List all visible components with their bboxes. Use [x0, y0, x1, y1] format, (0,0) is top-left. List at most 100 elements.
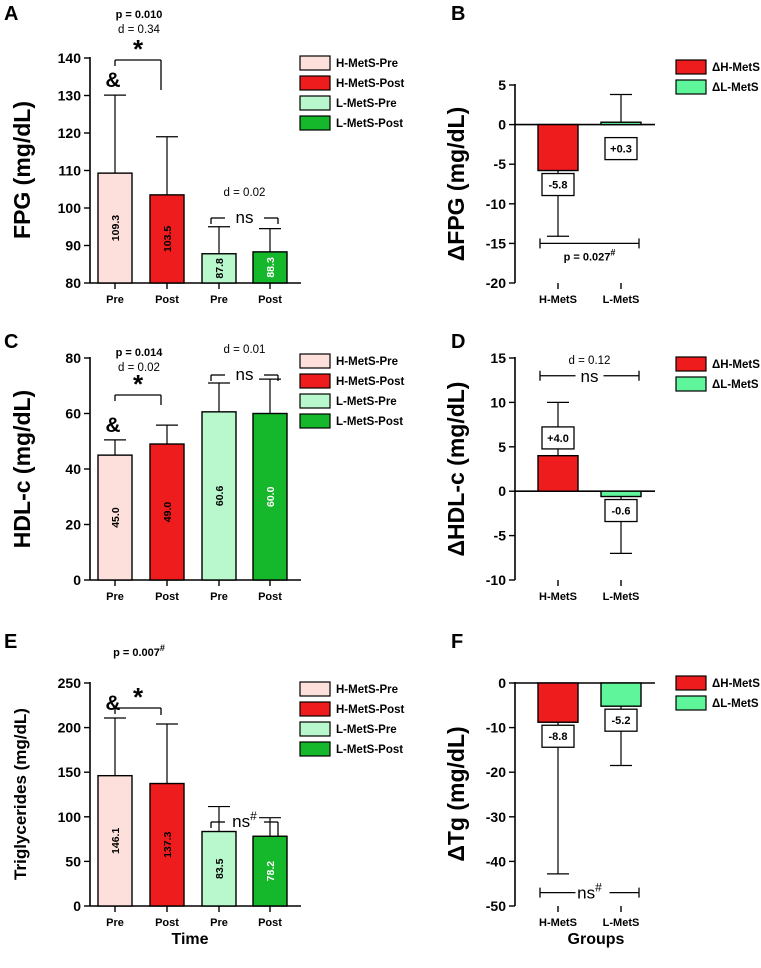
x-tick-label: Pre — [210, 294, 228, 306]
x-axis-title: Groups — [568, 931, 625, 948]
effect-size: d = 0.12 — [569, 355, 611, 367]
value-box — [541, 724, 575, 748]
ampersand-marker: & — [105, 69, 120, 92]
legend-swatch — [299, 701, 331, 717]
panel-letter: C — [4, 331, 18, 353]
panel-b: B ΔFPG (mg/dL) -20 -15 -10 -5 0 5 H-MetS L-MetS -5… — [443, 3, 760, 306]
y-tick-label: -50 — [486, 898, 506, 914]
value-box-label: +0.3 — [610, 144, 632, 156]
p-value: p = 0.007# — [113, 643, 165, 659]
bar-value-label: 87.8 — [214, 258, 226, 279]
legend-swatch — [299, 393, 331, 409]
x-tick-label: Post — [258, 591, 282, 603]
bar — [97, 454, 133, 581]
y-axis-label: ΔFPG (mg/dL) — [443, 107, 469, 262]
y-tick-label: 150 — [58, 764, 82, 780]
legend-label: H-MetS-Pre — [336, 684, 398, 696]
panel-c: C HDL-c (mg/dL) 0 20 40 60 80 Pre Post Pre Post 45.… — [4, 331, 405, 603]
legend-swatch — [299, 413, 331, 429]
legend-label: ΔH-MetS — [712, 62, 760, 74]
y-tick-label: 80 — [65, 275, 81, 291]
bar-value-label: 60.6 — [214, 486, 226, 507]
ns-superscript: # — [595, 881, 602, 895]
value-box — [604, 498, 638, 523]
y-axis-label: FPG (mg/dL) — [9, 101, 35, 239]
legend-swatch — [299, 741, 331, 757]
legend-swatch — [299, 373, 331, 389]
p-value: p = 0.027# — [564, 247, 616, 263]
legend-label: H-MetS-Pre — [336, 356, 398, 368]
legend-label: ΔL-MetS — [712, 82, 759, 94]
legend-label: L-MetS-Post — [336, 118, 403, 130]
ampersand-marker: & — [105, 692, 120, 715]
y-tick-label: -30 — [486, 809, 506, 825]
y-tick-label: 10 — [490, 394, 506, 410]
x-tick-label: Post — [155, 917, 179, 929]
bar-value-label: 45.0 — [110, 507, 122, 528]
legend-swatch — [675, 79, 707, 95]
bar-value-label: 137.3 — [162, 831, 174, 857]
y-tick-label: 5 — [498, 77, 506, 93]
bar — [600, 121, 642, 126]
x-tick-label: Pre — [106, 591, 124, 603]
value-box-label: -8.8 — [549, 731, 568, 743]
legend-label: L-MetS-Pre — [336, 396, 397, 408]
effect-size-right: d = 0.02 — [224, 187, 266, 199]
bar — [537, 454, 579, 492]
y-tick-label: 100 — [58, 200, 82, 216]
legend-label: ΔH-MetS — [712, 678, 760, 690]
y-tick-label: -15 — [486, 235, 506, 251]
y-tick-label: 5 — [498, 439, 506, 455]
legend-label: ΔL-MetS — [712, 698, 759, 710]
legend-swatch — [675, 376, 707, 392]
y-tick-label: 0 — [73, 898, 81, 914]
effect-size-right: d = 0.01 — [224, 344, 266, 356]
y-tick-label: 40 — [65, 461, 81, 477]
bar-value-label: 78.2 — [265, 861, 277, 882]
panel-letter: F — [451, 631, 463, 653]
bar — [97, 172, 133, 284]
bar — [252, 251, 288, 284]
y-tick-label: 0 — [498, 483, 506, 499]
significance-star: * — [133, 369, 144, 399]
legend-swatch — [299, 721, 331, 737]
y-axis-label: HDL-c (mg/dL) — [9, 390, 35, 548]
bar-value-label: 83.5 — [214, 858, 226, 879]
y-tick-label: 100 — [58, 809, 82, 825]
value-box — [541, 172, 575, 197]
value-box-label: -5.2 — [612, 715, 631, 727]
bar — [201, 411, 237, 581]
effect-size: d = 0.34 — [118, 24, 160, 36]
legend-label: ΔL-MetS — [712, 379, 759, 391]
legend-swatch — [675, 675, 707, 691]
bar-value-label: 49.0 — [162, 502, 174, 523]
y-tick-label: 250 — [58, 675, 82, 691]
y-tick-label: 0 — [73, 572, 81, 588]
x-tick-label: Pre — [210, 917, 228, 929]
legend-swatch — [299, 75, 331, 91]
legend-swatch — [299, 95, 331, 111]
bar — [600, 682, 642, 707]
value-box-label: -0.6 — [612, 506, 631, 518]
x-axis-title: Time — [171, 931, 208, 948]
x-tick-label: H-MetS — [539, 294, 577, 306]
bar-value-label: 103.5 — [162, 226, 174, 252]
y-tick-label: 60 — [65, 406, 81, 422]
panel-f: F ΔTg (mg/dL) -50 -40 -30 -20 -10 0 H-MetS L-MetS… — [443, 631, 760, 948]
panel-d: D ΔHDL-c (mg/dL) -10 -5 0 5 10 15 H-MetS L-MetS +4… — [443, 331, 760, 603]
y-tick-label: 200 — [58, 720, 82, 736]
panel-letter: A — [4, 3, 18, 25]
y-axis-label: ΔHDL-c (mg/dL) — [443, 382, 469, 557]
bar — [537, 682, 579, 723]
legend-label: L-MetS-Post — [336, 416, 403, 428]
x-tick-label: Post — [155, 591, 179, 603]
y-tick-label: -10 — [486, 720, 506, 736]
legend-label: L-MetS-Pre — [336, 724, 397, 736]
value-box-label: -5.8 — [549, 180, 568, 192]
legend-label: H-MetS-Post — [336, 78, 405, 90]
ns-label: ns — [236, 208, 254, 227]
y-tick-label: 50 — [65, 853, 81, 869]
value-box — [604, 136, 638, 161]
y-tick-label: 90 — [65, 238, 81, 254]
